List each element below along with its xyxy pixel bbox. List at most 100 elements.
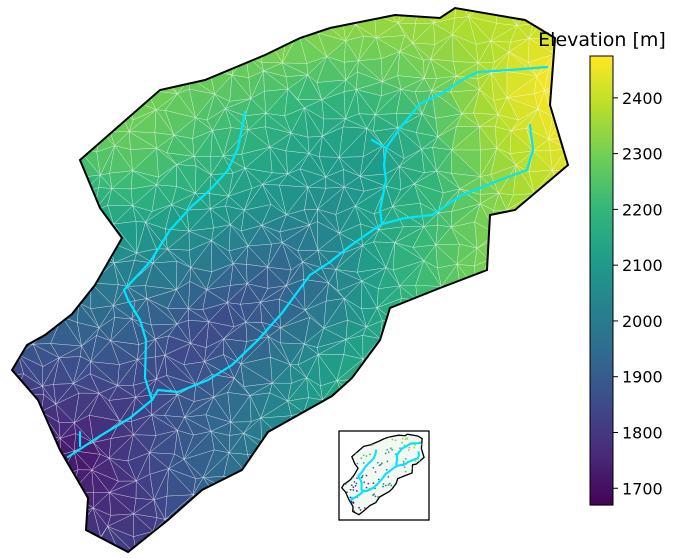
inset-mesh-dot	[365, 486, 368, 489]
mesh-triangle	[493, 509, 508, 534]
mesh-triangle	[18, 150, 36, 177]
mesh-triangle	[457, 335, 475, 362]
mesh-triangle	[479, 531, 494, 549]
mesh-triangle	[175, 53, 191, 78]
mesh-triangle	[76, 222, 102, 252]
mesh-triangle	[252, 480, 273, 499]
mesh-triangle	[475, 288, 501, 311]
mesh-triangle	[40, 191, 53, 211]
mesh-triangle	[32, 454, 61, 478]
inset-mesh-dot	[377, 478, 380, 481]
mesh-triangle	[506, 323, 529, 349]
mesh-triangle	[442, 361, 459, 383]
mesh-triangle	[549, 303, 568, 327]
mesh-triangle	[12, 473, 20, 499]
mesh-triangle	[75, 211, 95, 224]
mesh-triangle	[17, 534, 40, 552]
mesh-triangle	[50, 493, 70, 508]
mesh-triangle	[456, 414, 477, 431]
overview-inset	[338, 430, 430, 521]
mesh-triangle	[322, 399, 347, 417]
mesh-triangle	[488, 259, 510, 284]
mesh-triangle	[20, 271, 45, 291]
mesh-triangle	[450, 499, 470, 515]
mesh-triangle	[281, 437, 304, 462]
mesh-triangle	[499, 282, 519, 311]
colorbar-step	[590, 67, 613, 72]
mesh-triangle	[208, 533, 232, 550]
colorbar-step	[590, 374, 613, 379]
colorbar-step	[590, 70, 613, 76]
mesh-triangle	[186, 544, 211, 552]
mesh-triangle	[554, 397, 568, 417]
mesh-triangle	[278, 491, 305, 519]
inset-mesh-dot	[402, 460, 405, 463]
mesh-triangle	[507, 267, 538, 286]
colorbar-step	[590, 153, 613, 158]
inset-mesh-dot	[365, 474, 368, 477]
mesh-triangle	[284, 471, 303, 493]
mesh-triangle	[516, 395, 537, 424]
mesh-triangle	[492, 343, 507, 363]
mesh-triangle	[55, 222, 83, 252]
mesh-triangle	[12, 283, 25, 309]
mesh-triangle	[35, 155, 51, 175]
mesh-triangle	[54, 112, 76, 131]
mesh-triangle	[384, 553, 393, 558]
mesh-triangle	[15, 431, 37, 462]
mesh-triangle	[555, 530, 568, 552]
mesh-triangle	[34, 149, 63, 169]
mesh-triangle	[75, 222, 101, 245]
mesh-triangle	[74, 112, 102, 132]
mesh-triangle	[288, 8, 300, 19]
mesh-triangle	[227, 37, 247, 56]
mesh-triangle	[291, 8, 301, 21]
mesh-triangle	[166, 19, 191, 43]
colorbar-tick-label: 1800	[622, 423, 663, 442]
mesh-triangle	[54, 506, 79, 536]
mesh-triangle	[96, 73, 120, 96]
colorbar-step	[590, 287, 613, 293]
inset-mesh-dot	[379, 463, 382, 466]
mesh-triangle	[59, 112, 82, 131]
mesh-triangle	[431, 548, 462, 552]
mesh-triangle	[15, 438, 34, 461]
mesh-triangle	[547, 203, 567, 232]
mesh-triangle	[74, 204, 95, 224]
mesh-triangle	[564, 81, 568, 98]
mesh-triangle	[433, 335, 458, 367]
mesh-triangle	[569, 499, 585, 511]
mesh-triangle	[13, 212, 42, 234]
mesh-triangle	[518, 440, 535, 452]
inset-mesh-dot	[361, 474, 364, 477]
mesh-triangle	[39, 23, 59, 35]
stream-segment	[122, 110, 247, 402]
mesh-triangle	[13, 32, 41, 58]
mesh-triangle	[491, 374, 518, 404]
mesh-triangle	[497, 309, 508, 324]
mesh-triangle	[440, 448, 460, 475]
colorbar-step	[590, 437, 613, 442]
mesh-triangle	[21, 491, 40, 520]
mesh-triangle	[457, 414, 471, 436]
mesh-triangle	[507, 282, 538, 308]
mesh-triangle	[495, 488, 515, 511]
mesh-triangle	[14, 98, 32, 119]
colorbar-step	[590, 452, 613, 457]
mesh-triangle	[12, 71, 24, 101]
mesh-triangle	[319, 488, 340, 516]
mesh-triangle	[452, 478, 476, 501]
inset-mesh-dot	[360, 476, 363, 479]
mesh-triangle	[187, 537, 211, 552]
mesh-triangle	[324, 8, 349, 25]
mesh-triangle	[392, 354, 421, 379]
mesh-triangle	[13, 56, 43, 81]
mesh-triangle	[525, 476, 555, 492]
mesh-triangle	[450, 305, 481, 324]
colorbar-step	[590, 74, 613, 80]
mesh-triangle	[546, 278, 568, 305]
mesh-triangle	[490, 281, 509, 311]
mesh-triangle	[553, 183, 564, 205]
mesh-triangle	[250, 8, 266, 24]
mesh-triangle	[442, 336, 459, 367]
